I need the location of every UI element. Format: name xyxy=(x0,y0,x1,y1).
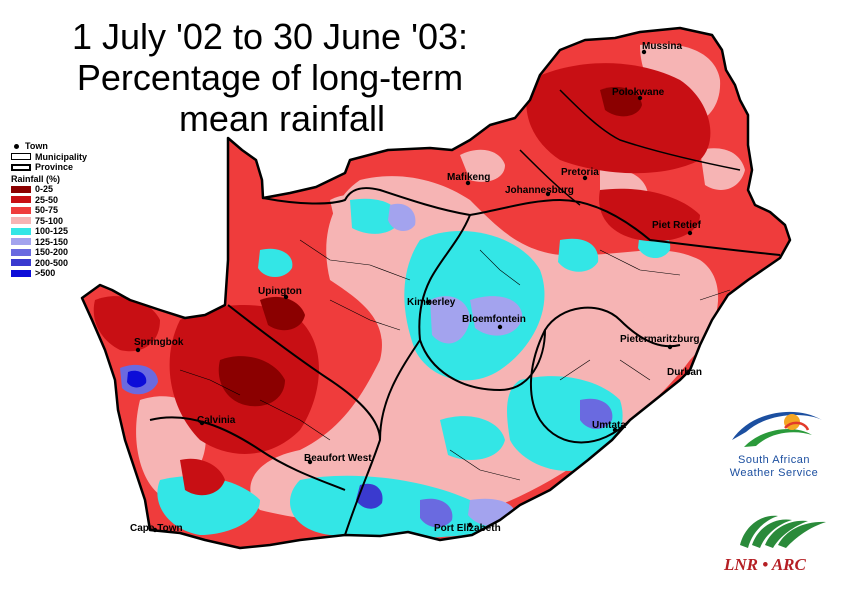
legend-class-5: 125-150 xyxy=(11,237,87,248)
legend-class-4: 100-125 xyxy=(11,226,87,237)
legend-municipality: Municipality xyxy=(11,152,87,163)
town-kimberley: Kimberley xyxy=(407,297,456,308)
legend-swatch xyxy=(11,238,31,246)
svg-text:Durban: Durban xyxy=(667,367,702,378)
town-bloemfontein: Bloemfontein xyxy=(462,314,526,330)
map-title: 1 July '02 to 30 June '03: Percentage of… xyxy=(40,16,500,139)
town-johannesburg: Johannesburg xyxy=(505,185,574,197)
legend-class-0: 0-25 xyxy=(11,184,87,195)
legend-class-label: 0-25 xyxy=(35,184,54,195)
town-piet-retief: Piet Retief xyxy=(652,220,702,236)
saws-line-1: South African xyxy=(738,454,810,466)
legend-class-label: >500 xyxy=(35,268,56,279)
svg-text:Bloemfontein: Bloemfontein xyxy=(462,314,526,325)
legend-swatch xyxy=(11,227,31,235)
towns: Mussina Polokwane Mafikeng Pretoria Joha… xyxy=(130,41,702,534)
town-calvinia: Calvinia xyxy=(197,415,236,426)
svg-text:Pretoria: Pretoria xyxy=(561,167,599,178)
legend-class-8: >500 xyxy=(11,268,87,279)
title-line-2: Percentage of long-term xyxy=(76,57,464,98)
town-dot-icon xyxy=(14,143,19,149)
svg-text:Polokwane: Polokwane xyxy=(612,87,665,98)
svg-text:Mussina: Mussina xyxy=(642,41,682,52)
legend-class-label: 150-200 xyxy=(35,247,69,258)
svg-text:Piet Retief: Piet Retief xyxy=(652,220,702,231)
svg-text:Umtata: Umtata xyxy=(592,420,626,431)
svg-text:Springbok: Springbok xyxy=(134,337,184,348)
legend-class-label: 200-500 xyxy=(35,257,69,268)
legend-class-7: 200-500 xyxy=(11,258,87,269)
legend-swatch xyxy=(11,196,31,204)
town-cape-town: Cape Town xyxy=(130,523,183,534)
legend-swatch xyxy=(11,206,31,214)
town-pietermaritzburg: Pietermaritzburg xyxy=(620,334,699,350)
saws-logo-text: South African Weather Service xyxy=(720,454,828,480)
lnr-arc-text: LNR • ARC xyxy=(724,555,806,574)
town-upington: Upington xyxy=(258,286,302,300)
svg-text:Cape Town: Cape Town xyxy=(130,523,183,534)
municipality-box-icon xyxy=(11,153,31,161)
legend-class-label: 25-50 xyxy=(35,194,59,205)
legend-swatch xyxy=(11,259,31,267)
legend-class-label: 50-75 xyxy=(35,205,59,216)
legend-classes: 0-25 25-50 50-75 75-100 100-125 125-150 150-20… xyxy=(11,184,87,279)
legend-swatch xyxy=(11,248,31,256)
svg-text:Pietermaritzburg: Pietermaritzburg xyxy=(620,334,699,345)
town-umtata: Umtata xyxy=(592,420,626,433)
legend-town: Town xyxy=(11,141,87,152)
lnr-arc-logo xyxy=(740,515,826,548)
saws-logo xyxy=(732,411,822,447)
svg-text:Port Elizabeth: Port Elizabeth xyxy=(434,523,501,534)
svg-text:Johannesburg: Johannesburg xyxy=(505,185,574,196)
town-springbok: Springbok xyxy=(134,337,184,353)
legend-province: Province xyxy=(11,162,87,173)
town-durban: Durban xyxy=(667,367,702,378)
legend-class-6: 150-200 xyxy=(11,247,87,258)
svg-text:Calvinia: Calvinia xyxy=(197,415,236,426)
legend-swatch xyxy=(11,217,31,225)
legend-class-2: 50-75 xyxy=(11,205,87,216)
town-mussina: Mussina xyxy=(641,41,682,55)
legend-class-label: 100-125 xyxy=(35,226,69,237)
map-legend: Town Municipality Province Rainfall (%) … xyxy=(11,141,87,279)
legend-class-3: 75-100 xyxy=(11,216,87,227)
town-beaufort-west: Beaufort West xyxy=(304,453,372,465)
svg-text:Mafikeng: Mafikeng xyxy=(447,172,490,183)
svg-text:Upington: Upington xyxy=(258,286,302,297)
svg-text:Kimberley: Kimberley xyxy=(407,297,456,308)
saws-line-2: Weather Service xyxy=(729,467,819,479)
svg-text:Beaufort West: Beaufort West xyxy=(304,453,372,464)
legend-swatch xyxy=(11,269,31,277)
town-pretoria: Pretoria xyxy=(561,167,599,181)
boundaries xyxy=(80,26,792,550)
town-polokwane: Polokwane xyxy=(612,87,665,101)
legend-class-1: 25-50 xyxy=(11,195,87,206)
province-box-icon xyxy=(11,163,31,171)
legend-swatch xyxy=(11,185,31,193)
legend-rainfall-title: Rainfall (%) xyxy=(11,173,61,184)
town-mafikeng: Mafikeng xyxy=(447,172,490,186)
town-port-elizabeth: Port Elizabeth xyxy=(434,522,501,534)
title-line-1: 1 July '02 to 30 June '03: xyxy=(71,16,469,57)
legend-class-label: 75-100 xyxy=(35,215,64,226)
title-line-3: mean rainfall xyxy=(178,98,386,139)
legend-class-label: 125-150 xyxy=(35,236,69,247)
